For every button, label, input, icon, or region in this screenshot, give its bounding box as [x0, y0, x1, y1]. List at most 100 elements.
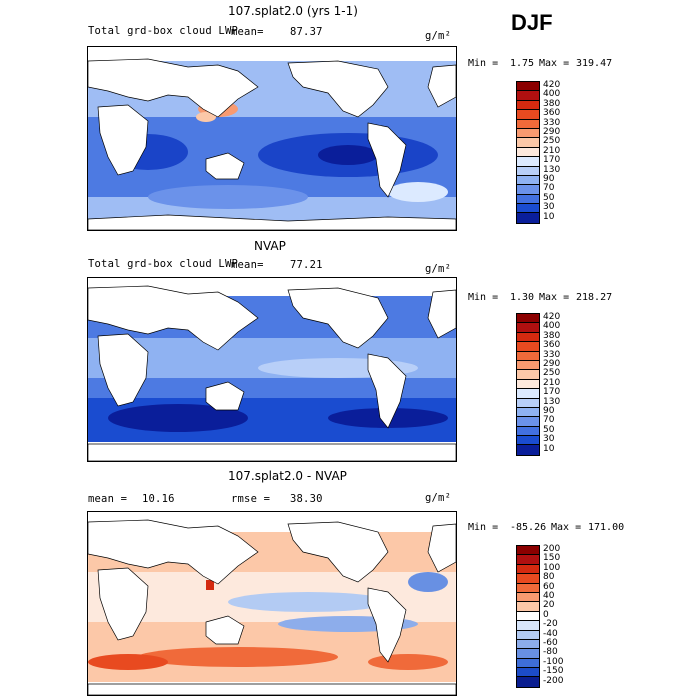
colorbar-tick-label: 20 — [543, 600, 555, 611]
colorbar-tick-label: 290 — [543, 359, 561, 369]
colorbar-tick-label: 70 — [543, 415, 555, 426]
panel2-min-label: Min = — [468, 292, 499, 303]
colorbar-swatch — [517, 332, 539, 343]
colorbar-swatch — [517, 323, 539, 333]
colorbar-swatch — [517, 649, 539, 659]
panel2-map-graphic — [88, 278, 456, 461]
colorbar-tick-label: 50 — [543, 192, 555, 203]
colorbar-swatch — [517, 445, 539, 455]
colorbar-swatch — [517, 555, 539, 565]
colorbar-swatch — [517, 436, 539, 446]
colorbar-tick-label: 420 — [543, 312, 561, 322]
colorbar-swatch — [517, 630, 539, 640]
colorbar-swatch — [517, 611, 539, 622]
colorbar-swatch — [517, 583, 539, 593]
colorbar-tick-label: 30 — [543, 434, 555, 445]
colorbar-swatch — [517, 82, 539, 92]
colorbar-tick-label: 360 — [543, 108, 561, 119]
panel2-units: g/m² — [425, 263, 452, 275]
colorbar-swatch — [517, 166, 539, 176]
panel3-units: g/m² — [425, 492, 452, 504]
colorbar-tick-label: 90 — [543, 406, 555, 416]
panel3-colorbar — [516, 545, 540, 688]
colorbar-tick-label: 50 — [543, 424, 555, 435]
panel2-mean-label: mean= — [231, 259, 264, 271]
colorbar-tick-label: 210 — [543, 145, 561, 156]
colorbar-tick-label: -200 — [543, 675, 564, 686]
colorbar-swatch — [517, 314, 539, 324]
colorbar-swatch — [517, 91, 539, 101]
colorbar-swatch — [517, 175, 539, 186]
colorbar-tick-label: 380 — [543, 330, 561, 341]
colorbar-tick-label: -20 — [543, 619, 558, 630]
colorbar-swatch — [517, 639, 539, 650]
colorbar-tick-label: 0 — [543, 609, 549, 620]
colorbar-tick-label: -60 — [543, 638, 558, 648]
colorbar-tick-label: 170 — [543, 387, 561, 398]
colorbar-tick-label: 10 — [543, 443, 555, 454]
colorbar-tick-label: 100 — [543, 562, 561, 573]
colorbar-swatch — [517, 389, 539, 399]
colorbar-swatch — [517, 147, 539, 158]
panel3-mean-value: 10.16 — [142, 493, 175, 505]
panel2-max-value: 218.27 — [576, 292, 613, 303]
colorbar-swatch — [517, 677, 539, 687]
colorbar-swatch — [517, 668, 539, 678]
panel3-max-label: Max = — [551, 522, 582, 533]
panel1-max-label: Max = — [539, 58, 570, 69]
colorbar-swatch — [517, 592, 539, 603]
colorbar-tick-label: 130 — [543, 164, 561, 175]
colorbar-swatch — [517, 157, 539, 167]
panel3-rmse-value: 38.30 — [290, 493, 323, 505]
panel3-mean-label: mean = — [88, 493, 128, 505]
colorbar-tick-label: 90 — [543, 174, 555, 184]
colorbar-swatch — [517, 658, 539, 669]
colorbar-swatch — [517, 194, 539, 205]
colorbar-tick-label: 200 — [543, 544, 561, 554]
panel1-field-label: Total grd-box cloud LWP — [88, 25, 238, 37]
colorbar-tick-label: 290 — [543, 127, 561, 137]
panel1-max-value: 319.47 — [576, 58, 613, 69]
colorbar-tick-label: 210 — [543, 377, 561, 388]
panel2-mean-value: 77.21 — [290, 259, 323, 271]
colorbar-swatch — [517, 100, 539, 111]
season-label: DJF — [511, 10, 553, 35]
colorbar-tick-label: 420 — [543, 80, 561, 90]
panel1-map-graphic — [88, 47, 456, 230]
colorbar-swatch — [517, 370, 539, 380]
colorbar-swatch — [517, 128, 539, 139]
colorbar-swatch — [517, 621, 539, 631]
colorbar-swatch — [517, 426, 539, 437]
colorbar-swatch — [517, 204, 539, 214]
colorbar-tick-label: -100 — [543, 656, 564, 667]
colorbar-swatch — [517, 407, 539, 418]
panel2-field-label: Total grd-box cloud LWP — [88, 258, 238, 270]
panel2-map — [87, 277, 457, 462]
panel1-units: g/m² — [425, 30, 452, 42]
colorbar-swatch — [517, 119, 539, 129]
colorbar-swatch — [517, 546, 539, 556]
panel3-min-label: Min = — [468, 522, 499, 533]
colorbar-tick-label: -150 — [543, 666, 564, 677]
colorbar-tick-label: 40 — [543, 591, 555, 601]
colorbar-tick-label: 60 — [543, 581, 555, 592]
colorbar-tick-label: 80 — [543, 572, 555, 583]
colorbar-swatch — [517, 185, 539, 195]
colorbar-tick-label: 70 — [543, 183, 555, 194]
panel1-map — [87, 46, 457, 231]
colorbar-tick-label: 150 — [543, 553, 561, 564]
colorbar-swatch — [517, 564, 539, 575]
colorbar-tick-label: 360 — [543, 340, 561, 351]
colorbar-swatch — [517, 351, 539, 361]
colorbar-tick-label: 400 — [543, 89, 561, 100]
panel2-title: NVAP — [254, 239, 286, 253]
panel1-mean-value: 87.37 — [290, 26, 323, 38]
panel3-rmse-label: rmse = — [231, 493, 271, 505]
panel1-colorbar — [516, 81, 540, 224]
panel1-min-label: Min = — [468, 58, 499, 69]
panel2-max-label: Max = — [539, 292, 570, 303]
colorbar-tick-label: 30 — [543, 202, 555, 213]
panel1-title: 107.splat2.0 (yrs 1-1) — [228, 4, 358, 18]
colorbar-swatch — [517, 213, 539, 223]
colorbar-tick-label: 400 — [543, 321, 561, 332]
